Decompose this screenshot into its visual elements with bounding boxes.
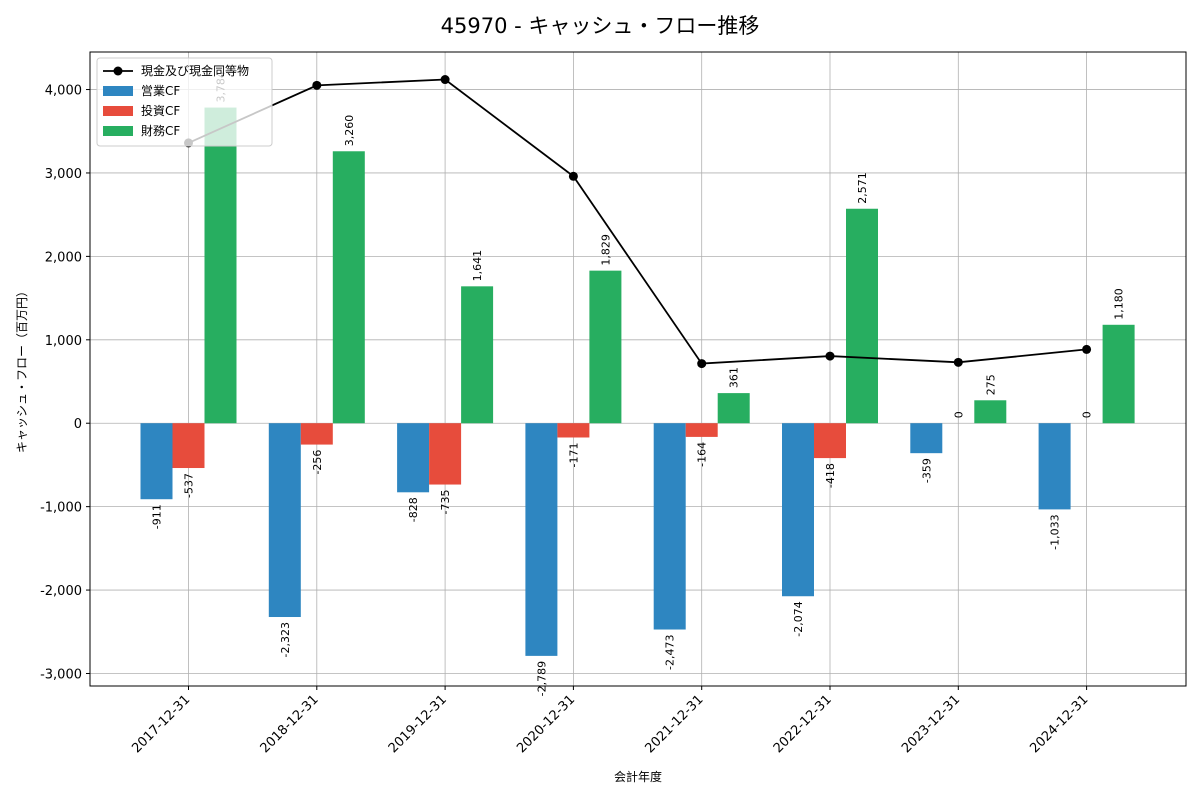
bar — [685, 423, 718, 437]
legend-bar-swatch — [103, 86, 133, 96]
bar-value-label: 2,571 — [856, 172, 869, 204]
bar — [910, 423, 943, 454]
bar — [1102, 324, 1135, 424]
bar-value-label: -2,789 — [535, 661, 548, 696]
y-tick-label: -3,000 — [40, 667, 82, 682]
x-tick-label: 2017-12-31 — [129, 692, 193, 756]
cash-point — [825, 351, 835, 361]
bars-layer — [140, 107, 1135, 656]
bar — [172, 423, 205, 469]
bar-value-label: 0 — [1081, 411, 1094, 418]
bar — [1038, 423, 1071, 510]
bar-value-label: 0 — [952, 411, 965, 418]
bar — [974, 400, 1007, 424]
bar-value-label: -2,074 — [792, 601, 805, 636]
legend-marker-swatch — [113, 66, 123, 76]
plot-frame — [89, 51, 1187, 687]
y-axis-label: キャッシュ・フロー（百万円） — [15, 285, 29, 453]
bar-value-label: -2,473 — [664, 635, 677, 670]
cash-point — [312, 80, 322, 90]
y-tick-label: 4,000 — [45, 84, 82, 99]
bar — [589, 270, 622, 424]
bar-value-label: 361 — [728, 367, 741, 388]
bar — [461, 286, 494, 424]
y-tick-label: 0 — [74, 417, 82, 432]
y-tick-label: 2,000 — [45, 250, 82, 265]
bar-value-label: -418 — [824, 463, 837, 488]
bar — [525, 423, 558, 656]
x-tick-label: 2018-12-31 — [258, 692, 322, 756]
bar — [204, 107, 237, 424]
bar-value-label: 1,829 — [599, 234, 612, 266]
cash-point — [697, 359, 707, 369]
bar-value-label: -2,323 — [279, 622, 292, 657]
bar — [140, 423, 173, 500]
bar-value-label: -164 — [696, 442, 709, 467]
x-axis-label: 会計年度 — [614, 769, 662, 784]
bar-value-label: -256 — [311, 450, 324, 475]
cash-point — [568, 171, 578, 181]
plot-area — [90, 52, 1186, 686]
y-tick-label: 1,000 — [45, 334, 82, 349]
y-tick-label: -1,000 — [40, 501, 82, 516]
line-layer — [184, 75, 1092, 369]
bar — [332, 151, 365, 424]
x-tick-label: 2022-12-31 — [771, 692, 835, 756]
cash-point — [1082, 344, 1092, 354]
cash-point — [440, 75, 450, 85]
bar — [653, 423, 686, 630]
bar-value-label: 3,260 — [343, 115, 356, 147]
bar — [268, 423, 301, 618]
value-labels-layer: -911 -2,323 -828 -2,789 -2,473 -2,074 -359 -1,0… — [151, 71, 1126, 696]
chart-title: 45970 - キャッシュ・フロー推移 — [441, 14, 760, 38]
bar — [846, 208, 878, 424]
x-tick-label: 2021-12-31 — [642, 692, 706, 756]
legend-label: 財務CF — [141, 123, 180, 138]
legend-box — [96, 57, 273, 147]
legend-label: 投資CF — [141, 103, 180, 118]
bar — [300, 423, 333, 445]
legend-bar-swatch — [103, 126, 133, 136]
bar-value-label: -171 — [567, 442, 580, 467]
cash-line — [188, 78, 1087, 365]
y-tick-label: -2,000 — [40, 584, 82, 599]
legend-label: 現金及び現金同等物 — [141, 63, 249, 78]
bar-value-label: -537 — [183, 473, 196, 498]
bar-value-label: 275 — [984, 374, 997, 395]
x-tick-label: 2020-12-31 — [514, 692, 578, 756]
x-tick-label: 2023-12-31 — [899, 692, 963, 756]
bar-value-label: -735 — [439, 490, 452, 515]
bar-value-label: -1,033 — [1049, 514, 1062, 549]
x-tick-label: 2019-12-31 — [386, 692, 450, 756]
bar-value-label: -828 — [407, 497, 420, 522]
bar — [717, 393, 750, 424]
cash-point — [953, 357, 963, 367]
grid-layer — [90, 52, 1186, 686]
bar — [782, 423, 814, 597]
bar — [557, 423, 590, 438]
bar-value-label: 1,180 — [1113, 288, 1126, 320]
y-tick-label: 3,000 — [45, 167, 82, 182]
bar-value-label: 1,641 — [471, 250, 484, 281]
bar-value-label: -359 — [920, 458, 933, 483]
legend-bar-swatch — [103, 106, 133, 116]
bar — [814, 423, 846, 459]
bar — [397, 423, 430, 493]
x-tick-label: 2024-12-31 — [1027, 692, 1091, 756]
bar-value-label: -911 — [151, 504, 164, 529]
bar — [429, 423, 462, 485]
legend-label: 営業CF — [141, 84, 180, 98]
